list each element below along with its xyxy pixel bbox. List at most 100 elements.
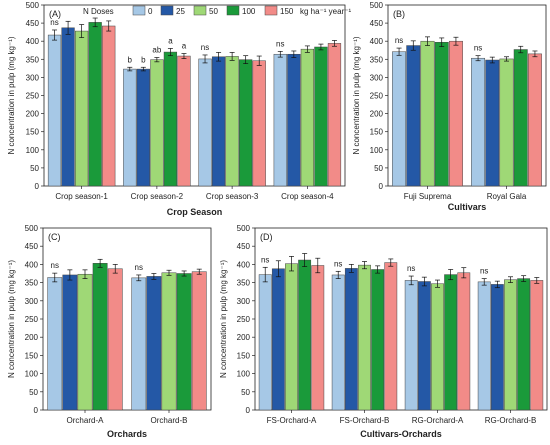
y-tick-label: 50 — [29, 388, 38, 397]
y-tick-label: 350 — [26, 55, 40, 64]
bar — [404, 280, 418, 411]
legend-label: 150 — [280, 7, 294, 16]
bar — [123, 68, 137, 187]
y-tick-label: 100 — [25, 370, 39, 379]
significance-label: ns — [474, 44, 482, 53]
bar — [102, 25, 116, 187]
bar — [448, 40, 463, 187]
legend-label: 100 — [242, 7, 256, 16]
y-axis-label: N concentration in pulp (mg kg⁻¹) — [7, 36, 16, 154]
bar — [471, 57, 486, 187]
bar — [431, 283, 444, 411]
x-tick-label: Orchard-A — [67, 416, 105, 425]
y-tick-label: 0 — [35, 182, 40, 191]
y-tick-label: 50 — [241, 388, 250, 397]
legend-label: 50 — [209, 7, 218, 16]
y-tick-label: 500 — [237, 224, 251, 233]
y-tick-label: 0 — [246, 406, 251, 415]
y-tick-label: 300 — [237, 297, 251, 306]
bar — [392, 51, 407, 187]
bar — [273, 53, 287, 187]
y-tick-label: 300 — [26, 73, 40, 82]
y-tick-label: 450 — [26, 19, 40, 28]
x-axis-title: Cultivars-Orchards — [360, 429, 442, 439]
y-tick-label: 400 — [370, 37, 384, 46]
bar — [107, 268, 123, 411]
significance-label: ns — [334, 259, 342, 268]
bar — [88, 22, 102, 187]
bar — [499, 58, 514, 187]
bar — [225, 56, 239, 187]
x-tick-label: Crop season-1 — [55, 192, 108, 201]
y-tick-label: 150 — [26, 128, 40, 137]
y-tick-label: 200 — [25, 333, 39, 342]
bar — [530, 280, 544, 411]
bar — [161, 272, 177, 411]
bar — [485, 59, 500, 187]
x-tick-label: FS-Orchard-B — [340, 416, 390, 425]
panel-label: (D) — [260, 232, 273, 242]
significance-label: ab — [152, 45, 161, 54]
bar — [371, 269, 385, 411]
significance-label: ns — [261, 255, 269, 264]
significance-label: ns — [50, 18, 58, 27]
x-axis-title: Orchards — [107, 429, 147, 439]
bar — [146, 276, 162, 411]
significance-label: ns — [480, 267, 488, 276]
bar — [384, 262, 398, 411]
bar — [527, 53, 542, 187]
bar — [176, 273, 192, 411]
legend-swatch — [132, 5, 146, 16]
bar — [75, 30, 89, 187]
x-tick-label: Crop season-3 — [206, 192, 259, 201]
y-tick-label: 0 — [379, 182, 384, 191]
bar — [136, 68, 150, 187]
y-tick-label: 450 — [25, 242, 39, 251]
chart-panel-3: 0 50 100 150 200 250 300 350 400 450 500 N concentr… — [7, 224, 212, 439]
bar — [358, 264, 371, 411]
x-tick-label: Crop season-4 — [281, 192, 334, 201]
x-tick-label: RG-Orchard-B — [485, 416, 537, 425]
panel-label: (B) — [393, 9, 405, 19]
significance-label: ns — [51, 261, 59, 270]
bar — [300, 48, 314, 187]
bar — [191, 271, 207, 411]
legend-title: N Doses — [83, 7, 114, 16]
y-tick-label: 350 — [370, 55, 384, 64]
significance-label: ns — [407, 264, 415, 273]
y-tick-label: 400 — [25, 260, 39, 269]
x-tick-label: Royal Gala — [487, 192, 527, 201]
significance-label: ns — [201, 43, 209, 52]
significance-label: ns — [135, 263, 143, 272]
bar — [434, 42, 449, 187]
bar — [331, 274, 345, 411]
chart-panel-2: 0 50 100 150 200 250 300 350 400 450 500 N concentr… — [352, 1, 547, 212]
bar — [490, 284, 504, 411]
bar — [258, 274, 272, 411]
bar — [239, 59, 253, 187]
y-tick-label: 100 — [26, 146, 40, 155]
y-tick-label: 200 — [237, 333, 251, 342]
bar — [298, 259, 312, 411]
x-axis-title: Cultivars — [448, 202, 487, 212]
legend: N Doses 0 25 50 100 150 kg ha⁻¹ year⁻¹ — [83, 5, 351, 16]
x-tick-label: RG-Orchard-A — [412, 416, 464, 425]
y-tick-label: 400 — [26, 37, 40, 46]
bar — [406, 45, 421, 187]
bar — [420, 40, 435, 187]
bar — [77, 273, 93, 411]
y-tick-label: 500 — [26, 1, 40, 10]
y-tick-label: 250 — [25, 315, 39, 324]
legend-label: 0 — [148, 7, 153, 16]
y-tick-label: 100 — [237, 370, 251, 379]
bar — [131, 277, 147, 411]
legend-swatch — [226, 5, 240, 16]
y-tick-label: 250 — [26, 92, 40, 101]
y-tick-label: 50 — [374, 164, 383, 173]
significance-label: a — [168, 36, 173, 45]
y-tick-label: 450 — [370, 19, 384, 28]
significance-label: b — [141, 55, 146, 64]
bar — [271, 268, 285, 411]
x-tick-label: Orchard-B — [151, 416, 188, 425]
